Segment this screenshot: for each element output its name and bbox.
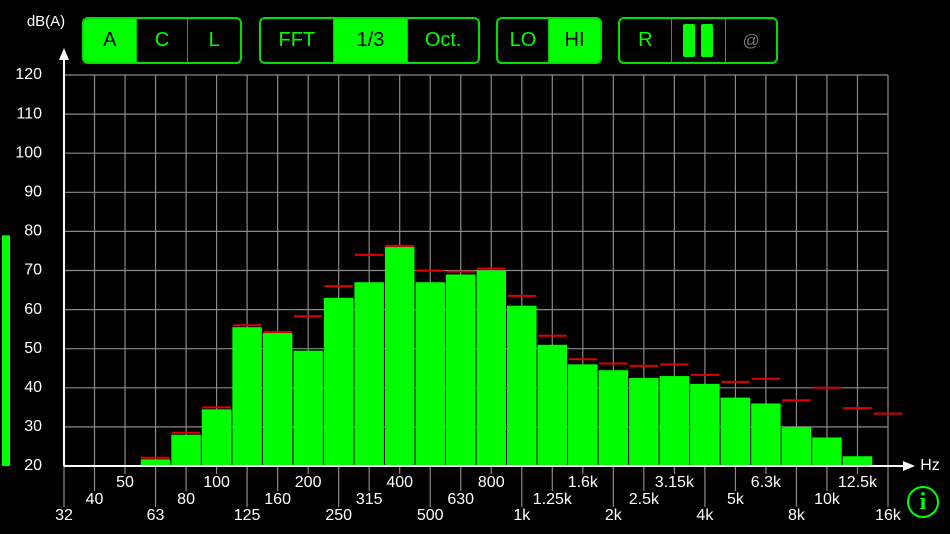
x-tick-label: 2.5k [629, 491, 660, 508]
bar [629, 378, 659, 466]
y-tick-label: 50 [24, 340, 42, 357]
x-tick-label: 5k [727, 491, 745, 508]
action-group: R @ [618, 17, 778, 64]
bar [415, 282, 445, 466]
bar [476, 270, 507, 466]
x-tick-label: 1k [513, 507, 531, 524]
button[interactable]: R [638, 29, 653, 51]
bar [140, 459, 171, 466]
x-tick-label: 3.15k [655, 474, 695, 491]
button[interactable]: LO [509, 29, 537, 51]
level-meter [2, 235, 10, 466]
x-tick-label: 100 [203, 474, 230, 491]
bar [751, 403, 781, 466]
x-tick-label: 10k [814, 491, 841, 508]
range-group: LO HI [496, 17, 602, 64]
bar [323, 297, 354, 466]
x-axis-label: Hz [920, 457, 940, 474]
x-tick-label: 125 [234, 507, 261, 524]
mode-group: FFT 1/3 Oct. [259, 17, 480, 64]
bar [507, 305, 537, 466]
bar [720, 397, 751, 466]
bar [201, 409, 232, 466]
bar [262, 333, 293, 466]
pause-bar [701, 24, 714, 57]
x-tick-label: 63 [147, 507, 165, 524]
x-tick-label: 8k [788, 507, 806, 524]
button[interactable]: L [187, 19, 240, 62]
pause-bar [683, 24, 696, 57]
x-tick-label: 50 [116, 474, 134, 491]
bar [445, 274, 476, 466]
x-tick-label: 1.6k [568, 474, 599, 491]
x-tick-label: 12.5k [838, 474, 878, 491]
x-tick-label: 400 [386, 474, 413, 491]
button[interactable]: Oct. [407, 19, 478, 62]
bar [293, 350, 323, 466]
x-axis-arrow [903, 461, 915, 471]
button[interactable]: 1/3 [332, 19, 408, 62]
bar [537, 344, 568, 466]
bar [659, 376, 690, 466]
bar [598, 370, 629, 466]
y-tick-label: 20 [24, 457, 42, 474]
y-axis-label: dB(A) [27, 13, 65, 30]
x-tick-label: 250 [325, 507, 352, 524]
pause-button[interactable] [670, 19, 726, 62]
x-tick-label: 500 [417, 507, 444, 524]
x-tick-label: 160 [264, 491, 291, 508]
y-tick-label: 100 [15, 144, 42, 161]
button[interactable]: FFT [278, 29, 316, 51]
y-tick-label: 110 [16, 105, 42, 122]
y-axis-arrow [59, 48, 69, 60]
y-tick-label: 120 [15, 66, 42, 83]
button[interactable]: C [135, 19, 188, 62]
y-tick-label: 80 [24, 223, 42, 240]
button[interactable]: HI [548, 19, 600, 62]
x-tick-label: 1.25k [533, 491, 573, 508]
bar [384, 247, 415, 466]
button[interactable]: A [84, 19, 136, 62]
x-tick-label: 32 [55, 507, 73, 524]
x-tick-label: 6.3k [751, 474, 782, 491]
x-tick-label: 80 [177, 491, 195, 508]
bar [781, 426, 812, 466]
button[interactable]: @ [725, 19, 776, 62]
x-tick-label: 16k [875, 507, 902, 524]
bar [354, 282, 384, 466]
x-tick-label: 200 [295, 474, 322, 491]
bar [568, 364, 598, 466]
weighting-group: A C L [82, 17, 242, 64]
y-tick-label: 30 [24, 418, 42, 435]
bar [171, 434, 201, 466]
bar [842, 456, 873, 466]
bar [232, 327, 262, 466]
y-tick-label: 60 [24, 301, 42, 318]
x-tick-label: 2k [605, 507, 623, 524]
bar [690, 383, 720, 466]
y-tick-label: 90 [24, 184, 42, 201]
x-tick-label: 630 [447, 491, 474, 508]
info-button[interactable]: i [907, 486, 939, 518]
x-tick-label: 4k [696, 507, 714, 524]
y-tick-label: 40 [24, 379, 42, 396]
bar [812, 437, 842, 466]
y-tick-label: 70 [24, 262, 42, 279]
x-tick-label: 315 [356, 491, 383, 508]
x-tick-label: 800 [478, 474, 505, 491]
x-tick-label: 40 [86, 491, 104, 508]
